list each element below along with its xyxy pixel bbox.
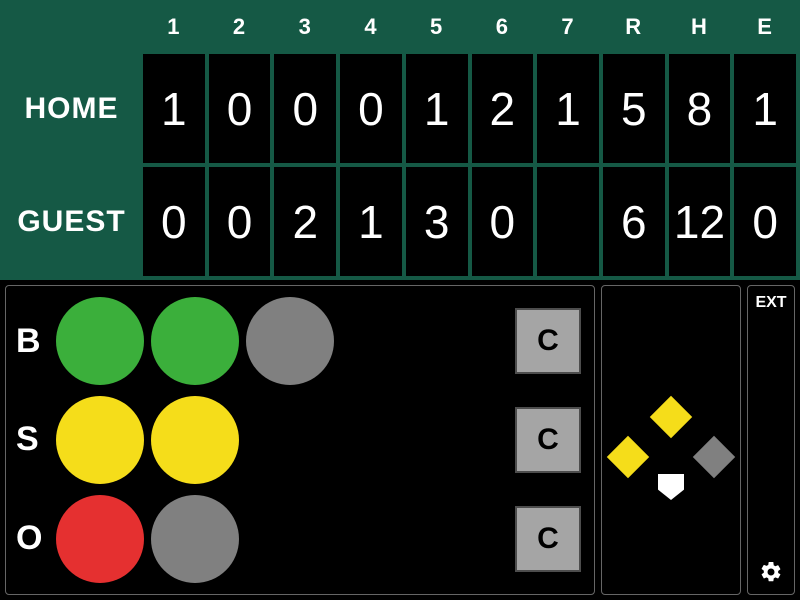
ball-lamp-3[interactable] [246,297,334,385]
header-inning-6: 6 [472,4,534,50]
header-hits: H [669,4,731,50]
home-errors[interactable]: 1 [734,54,796,163]
guest-runs[interactable]: 6 [603,167,665,276]
header-inning-2: 2 [209,4,271,50]
header-inning-1: 1 [143,4,205,50]
base-second[interactable] [650,396,692,438]
home-runs[interactable]: 5 [603,54,665,163]
home-inning-6[interactable]: 2 [472,54,534,163]
guest-inning-5[interactable]: 3 [406,167,468,276]
base-third[interactable] [607,436,649,478]
clear-strikes-button[interactable]: C [515,407,581,473]
home-inning-3[interactable]: 0 [274,54,336,163]
lower-controls: B C S C O C EXT [0,280,800,600]
ball-lamp-1[interactable] [56,297,144,385]
home-inning-5[interactable]: 1 [406,54,468,163]
bases-diamond [611,370,731,510]
guest-inning-2[interactable]: 0 [209,167,271,276]
team-guest-label[interactable]: GUEST [4,167,139,276]
home-plate-icon [658,474,684,500]
base-first[interactable] [693,436,735,478]
home-inning-7[interactable]: 1 [537,54,599,163]
ext-button[interactable]: EXT [755,294,786,312]
header-inning-4: 4 [340,4,402,50]
bases-panel [601,285,741,595]
guest-errors[interactable]: 0 [734,167,796,276]
header-blank [4,4,139,50]
home-hits[interactable]: 8 [669,54,731,163]
clear-balls-button[interactable]: C [515,308,581,374]
header-inning-5: 5 [406,4,468,50]
guest-inning-3[interactable]: 2 [274,167,336,276]
balls-label: B [16,322,41,361]
settings-icon[interactable] [759,560,783,584]
team-home-label[interactable]: HOME [4,54,139,163]
out-lamp-2[interactable] [151,495,239,583]
header-runs: R [603,4,665,50]
strikes-label: S [16,420,39,459]
header-inning-3: 3 [274,4,336,50]
out-lamp-1[interactable] [56,495,144,583]
guest-inning-6[interactable]: 0 [472,167,534,276]
home-inning-2[interactable]: 0 [209,54,271,163]
header-inning-7: 7 [537,4,599,50]
strike-lamp-2[interactable] [151,396,239,484]
header-errors: E [734,4,796,50]
guest-hits[interactable]: 12 [669,167,731,276]
guest-inning-1[interactable]: 0 [143,167,205,276]
home-inning-4[interactable]: 0 [340,54,402,163]
scoreboard: 1 2 3 4 5 6 7 R H E HOME 1 0 0 0 1 2 1 5… [0,0,800,280]
bso-panel: B C S C O C [5,285,595,595]
outs-label: O [16,519,42,558]
ext-panel: EXT [747,285,795,595]
home-inning-1[interactable]: 1 [143,54,205,163]
ball-lamp-2[interactable] [151,297,239,385]
clear-outs-button[interactable]: C [515,506,581,572]
strike-lamp-1[interactable] [56,396,144,484]
guest-inning-7[interactable] [537,167,599,276]
guest-inning-4[interactable]: 1 [340,167,402,276]
